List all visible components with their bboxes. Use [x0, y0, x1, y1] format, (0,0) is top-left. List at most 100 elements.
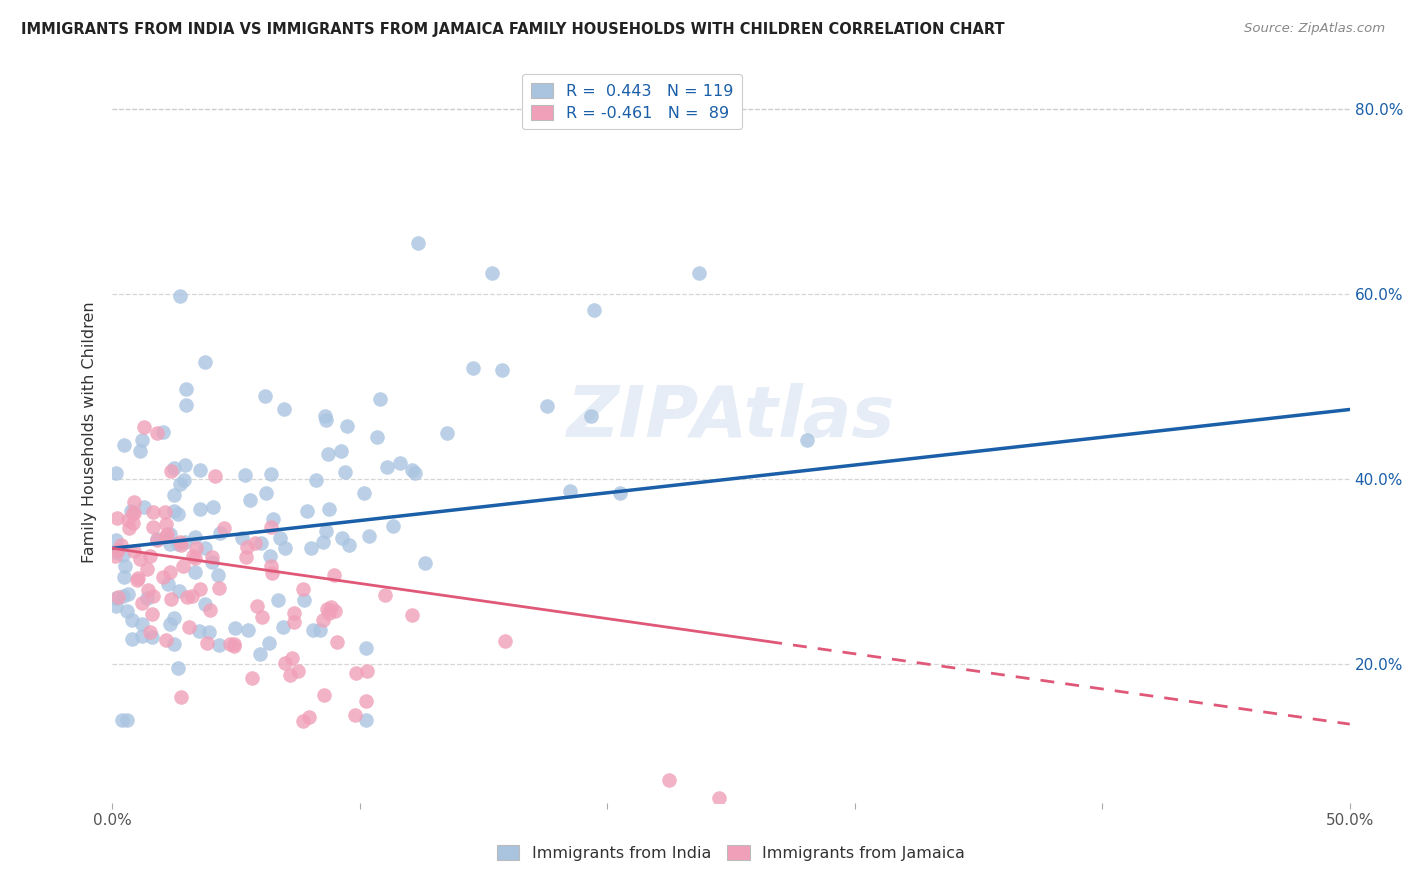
Point: [298, 710, 321, 724]
Point: [201, 555, 224, 569]
Point: [236, 540, 259, 554]
Point: [139, 625, 162, 640]
Point: [246, 599, 269, 613]
Point: [333, 465, 356, 479]
Point: [253, 389, 276, 403]
Point: [316, 447, 339, 461]
Point: [259, 549, 281, 564]
Point: [707, 791, 730, 805]
Point: [219, 637, 242, 651]
Point: [356, 664, 378, 678]
Point: [184, 530, 207, 544]
Point: [305, 474, 328, 488]
Point: [152, 570, 174, 584]
Point: [658, 772, 681, 787]
Point: [104, 533, 127, 547]
Point: [312, 613, 335, 627]
Point: [208, 582, 231, 596]
Point: [292, 592, 315, 607]
Point: [582, 303, 605, 318]
Point: [267, 592, 290, 607]
Point: [156, 527, 179, 541]
Point: [124, 507, 146, 521]
Point: [198, 625, 221, 640]
Point: [117, 587, 139, 601]
Point: [208, 526, 231, 541]
Point: [194, 597, 217, 611]
Point: [269, 532, 291, 546]
Point: [280, 650, 302, 665]
Point: [122, 506, 145, 520]
Point: [374, 588, 396, 602]
Point: [260, 520, 283, 534]
Point: [177, 620, 200, 634]
Point: [278, 667, 301, 681]
Point: [318, 607, 340, 621]
Point: [315, 413, 337, 427]
Point: [375, 459, 398, 474]
Point: [233, 467, 256, 482]
Point: [239, 492, 262, 507]
Point: [609, 486, 631, 500]
Point: [312, 535, 335, 549]
Point: [163, 637, 186, 651]
Point: [318, 502, 340, 516]
Point: [112, 438, 135, 452]
Point: [309, 623, 332, 637]
Point: [354, 713, 377, 727]
Point: [155, 529, 177, 543]
Point: [170, 690, 193, 704]
Point: [315, 524, 337, 539]
Point: [127, 571, 149, 585]
Point: [195, 636, 218, 650]
Point: [260, 559, 283, 574]
Point: [337, 537, 360, 551]
Point: [159, 537, 181, 551]
Point: [194, 355, 217, 369]
Point: [271, 620, 294, 634]
Point: [382, 519, 405, 533]
Point: [249, 536, 271, 550]
Point: [159, 566, 181, 580]
Point: [159, 526, 181, 541]
Point: [323, 568, 346, 582]
Point: [208, 638, 231, 652]
Point: [274, 657, 297, 671]
Point: [173, 474, 195, 488]
Point: [145, 533, 167, 547]
Point: [330, 444, 353, 458]
Point: [326, 635, 349, 649]
Point: [153, 505, 176, 519]
Point: [356, 640, 378, 655]
Point: [436, 426, 458, 441]
Point: [408, 236, 430, 251]
Point: [188, 463, 211, 477]
Point: [167, 661, 190, 675]
Legend: Immigrants from India, Immigrants from Jamaica: Immigrants from India, Immigrants from J…: [489, 837, 973, 869]
Point: [312, 688, 335, 702]
Point: [115, 713, 138, 727]
Point: [481, 266, 503, 280]
Point: [152, 425, 174, 439]
Point: [183, 549, 205, 563]
Point: [254, 485, 277, 500]
Point: [129, 443, 152, 458]
Point: [122, 495, 145, 509]
Point: [156, 577, 179, 591]
Point: [105, 511, 128, 525]
Point: [188, 582, 211, 596]
Point: [222, 640, 245, 654]
Point: [344, 665, 367, 680]
Point: [112, 570, 135, 584]
Point: [163, 504, 186, 518]
Point: [136, 562, 159, 576]
Point: [173, 458, 195, 473]
Point: [214, 520, 236, 534]
Point: [169, 288, 191, 302]
Point: [274, 541, 297, 555]
Point: [292, 714, 315, 728]
Point: [172, 558, 194, 573]
Point: [249, 647, 271, 661]
Point: [235, 549, 257, 564]
Point: [250, 610, 273, 624]
